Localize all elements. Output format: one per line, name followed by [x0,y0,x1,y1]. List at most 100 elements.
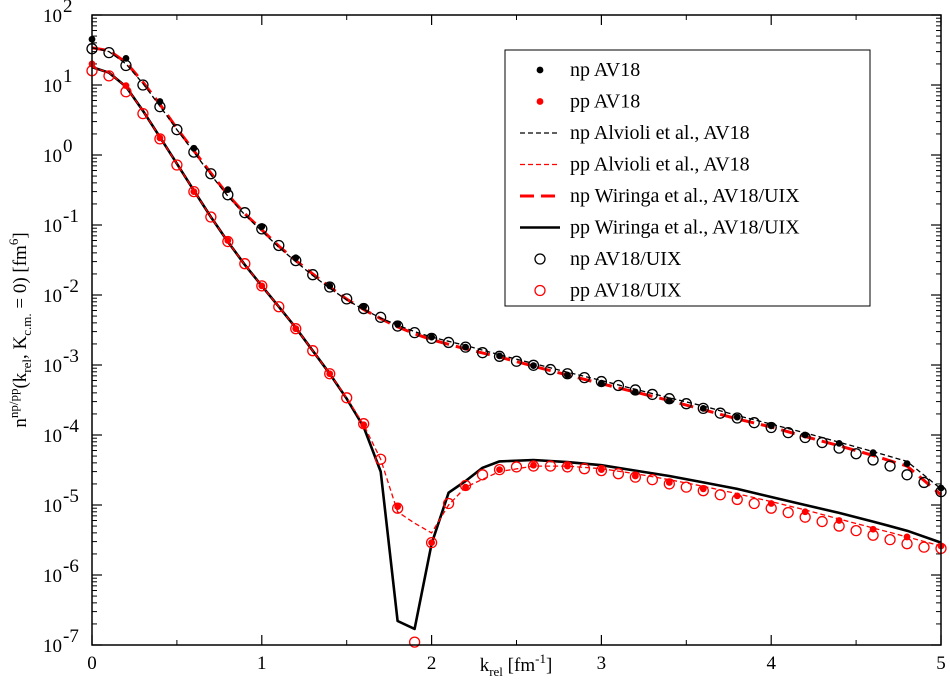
data-point [631,472,639,480]
series-line [91,46,942,496]
data-point [292,254,300,262]
data-point [154,133,166,145]
data-point [239,258,251,270]
legend-entry: np Alvioli et al., AV18 [520,122,750,144]
data-point [527,460,540,472]
data-point [527,359,540,371]
data-point [510,355,523,367]
x-tick-label: 2 [427,653,437,674]
data-point [188,185,200,198]
data-point [561,368,574,380]
x-axis-label: krel [fm-1] [480,651,553,679]
y-tick-label: 10 [43,496,62,517]
data-point [341,293,353,305]
x-tick-label: 0 [87,653,97,674]
data-point [782,427,794,439]
data-point [665,397,673,405]
y-tick-base: 10 [43,496,62,517]
data-point [137,107,149,120]
data-point [190,144,198,152]
data-point [224,186,232,194]
data-point [561,461,574,473]
y-tick-label: 10 [43,566,62,587]
plot-frame [91,14,942,646]
data-point [578,463,591,475]
data-point [835,439,843,447]
data-point [408,636,421,648]
data-point [733,413,741,421]
data-point [273,301,285,313]
data-point [680,398,692,410]
y-tick-label: 10 [43,426,62,447]
data-point [646,474,658,486]
data-point [850,525,862,537]
data-point [699,404,707,412]
data-point [665,479,673,486]
data-point [273,239,285,252]
data-point [884,460,896,472]
y-label-main: n [10,418,31,428]
data-point [375,311,387,323]
data-point [496,352,503,360]
series-layer [86,35,947,648]
legend-label: pp AV18/UIX [570,280,682,302]
data-point [884,533,896,546]
x-label-sub: rel [489,664,503,679]
y-tick-base: 10 [43,76,62,97]
legend-entry: pp Wiringa et al., AV18/UIX [520,217,800,239]
x-tick-label: 5 [936,653,946,674]
data-point [714,489,726,501]
data-point [292,325,300,333]
y-label-sub1: rel [19,359,34,373]
y-tick-base: 10 [43,216,62,237]
y-tick-label: 10 [43,216,62,237]
legend-label: pp AV18 [570,91,640,113]
data-point [324,281,336,293]
data-point [103,46,115,59]
data-point [530,461,537,469]
data-point [631,388,639,396]
data-point [714,407,726,419]
data-point [122,82,130,90]
data-point [816,436,828,449]
data-point [307,345,319,357]
y-tick-base: 10 [43,146,62,167]
data-point [425,332,438,345]
legend-box [504,49,871,307]
data-point [816,515,828,528]
legend-entry: pp AV18 [536,91,640,113]
data-point [394,321,402,328]
data-point [903,460,911,468]
y-label-sup: np/pp [6,389,21,419]
data-point [493,463,506,476]
data-point [205,211,217,223]
data-point [564,462,571,470]
data-point [190,188,198,196]
y-tick-exponent: -6 [63,556,79,577]
legend-entry: np AV18 [536,59,640,81]
data-point [544,460,557,472]
data-point [258,282,266,290]
data-point [258,223,266,230]
data-point [224,237,232,244]
data-point [869,525,877,533]
data-point [137,79,149,91]
y-label-close: ] [10,232,31,238]
data-point [598,466,605,474]
data-point [801,431,809,439]
data-point [595,464,608,477]
data-point [564,371,571,379]
series-pp-av18-uix [86,65,947,648]
data-point [360,421,368,429]
data-point [782,506,794,519]
x-axis-ticks: 0 1 2 3 4 5 [87,15,946,674]
y-tick-label: 10 [43,356,62,377]
x-tick-label: 1 [257,653,267,674]
legend-marker [534,253,546,265]
y-tick-exponent: 0 [63,136,73,157]
data-point [493,350,506,362]
legend-marker [534,284,546,297]
data-point [428,539,435,547]
legend: np AV18 pp AV18 np Alvioli et al., AV18 pp … [504,49,871,307]
